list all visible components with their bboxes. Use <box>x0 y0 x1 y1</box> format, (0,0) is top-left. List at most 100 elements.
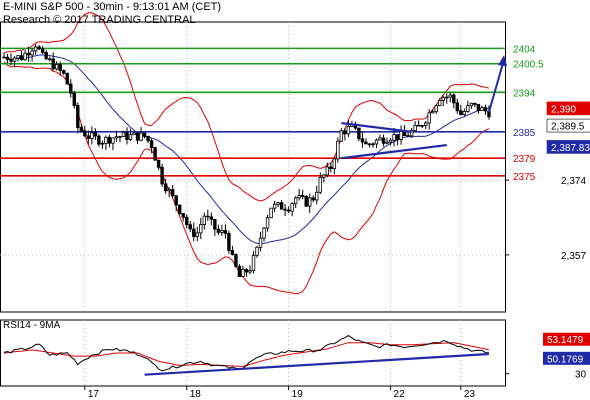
time-tick-label: 18 <box>190 389 202 400</box>
candle-body <box>16 55 20 59</box>
main-grid <box>0 21 506 387</box>
candle-body <box>378 137 382 141</box>
price-tag <box>546 118 590 133</box>
candle-body <box>12 57 17 62</box>
candle-body <box>199 224 203 234</box>
time-tick-label: 22 <box>394 389 406 400</box>
research-credit: Research © 2017 TRADING CENTRAL <box>3 14 196 26</box>
candle-body <box>167 189 171 192</box>
candle-body <box>448 94 452 98</box>
candle-body <box>220 230 224 233</box>
candle-body <box>62 70 66 74</box>
rsi-panel-frame <box>0 319 506 387</box>
candle-body <box>83 130 87 137</box>
rsi-line <box>3 334 489 372</box>
candle-body <box>431 111 435 114</box>
candle-body <box>244 269 249 273</box>
candle-body <box>192 228 196 237</box>
candle-body <box>322 174 326 178</box>
candle-body <box>293 197 298 205</box>
projection-arrow <box>487 55 507 113</box>
candle-body <box>188 224 192 230</box>
candle-body <box>255 246 259 256</box>
candle-body <box>423 122 428 126</box>
candle-body <box>297 195 301 199</box>
candle-body <box>121 132 126 137</box>
level-label: 2400.5 <box>513 60 544 71</box>
candle-body <box>146 135 150 142</box>
candle-body <box>346 126 351 135</box>
candle-body <box>33 46 38 52</box>
candle-body <box>251 254 256 272</box>
candle-body <box>371 143 375 146</box>
candle-body <box>388 139 393 143</box>
candle-body <box>153 147 157 161</box>
price-tick-label: 2,374 <box>561 176 586 187</box>
candle-body <box>318 176 322 193</box>
candle-body <box>399 131 403 140</box>
candle-body <box>65 72 69 85</box>
rsi-tag-label: 53.1479 <box>547 335 584 346</box>
candle-body <box>304 195 308 207</box>
candle-body <box>185 216 189 226</box>
candle-body <box>93 132 98 137</box>
candle-body <box>241 269 245 277</box>
candle-body <box>30 50 34 56</box>
candlestick-series <box>2 44 491 277</box>
candle-body <box>413 124 417 131</box>
candle-body <box>206 215 210 218</box>
time-tick-label: 19 <box>292 389 304 400</box>
candle-body <box>223 230 228 234</box>
rsi-title: RSI14 - 9MA <box>3 320 61 331</box>
candle-body <box>227 233 231 251</box>
candle-body <box>202 215 207 225</box>
candle-body <box>114 136 119 139</box>
candle-body <box>79 127 84 132</box>
candle-body <box>476 104 481 111</box>
candle-body <box>473 102 477 105</box>
candle-body <box>216 228 221 233</box>
level-label: 2385 <box>513 128 536 139</box>
candle-body <box>480 107 484 111</box>
candle-body <box>381 137 386 144</box>
candle-body <box>441 97 445 101</box>
candle-body <box>234 254 238 267</box>
candle-body <box>230 250 235 255</box>
candle-body <box>445 96 449 99</box>
candle-body <box>178 204 182 214</box>
candle-body <box>248 270 252 273</box>
candle-body <box>58 64 62 71</box>
candle-body <box>416 124 421 127</box>
candle-body <box>97 135 101 145</box>
candle-body <box>128 134 133 140</box>
upper-band-path <box>3 12 490 202</box>
candle-body <box>434 105 438 113</box>
time-tick-label: 17 <box>88 389 100 400</box>
candle-body <box>438 100 442 107</box>
candle-body <box>9 59 13 62</box>
projection-arrowhead <box>498 55 507 67</box>
candle-body <box>283 208 287 211</box>
candle-body <box>163 183 168 192</box>
candle-body <box>265 217 270 229</box>
candle-body <box>2 56 6 59</box>
main-panel-frame <box>0 21 506 313</box>
rsi-tick-label: 30 <box>575 370 587 381</box>
rsi-trendline <box>144 352 490 376</box>
candle-body <box>5 56 10 61</box>
candle-body <box>19 55 24 61</box>
candle-body <box>118 136 122 138</box>
candle-body <box>420 125 424 127</box>
candle-body <box>100 142 105 145</box>
candle-body <box>37 46 41 50</box>
rsi-tag <box>543 332 590 346</box>
candle-body <box>395 134 400 140</box>
moving-average-line <box>3 54 489 245</box>
candle-body <box>209 216 214 220</box>
candle-body <box>160 166 164 185</box>
projection-line <box>487 62 504 113</box>
candle-body <box>392 134 396 141</box>
price-tag <box>546 101 590 116</box>
candle-body <box>406 135 410 137</box>
candle-body <box>427 112 431 124</box>
